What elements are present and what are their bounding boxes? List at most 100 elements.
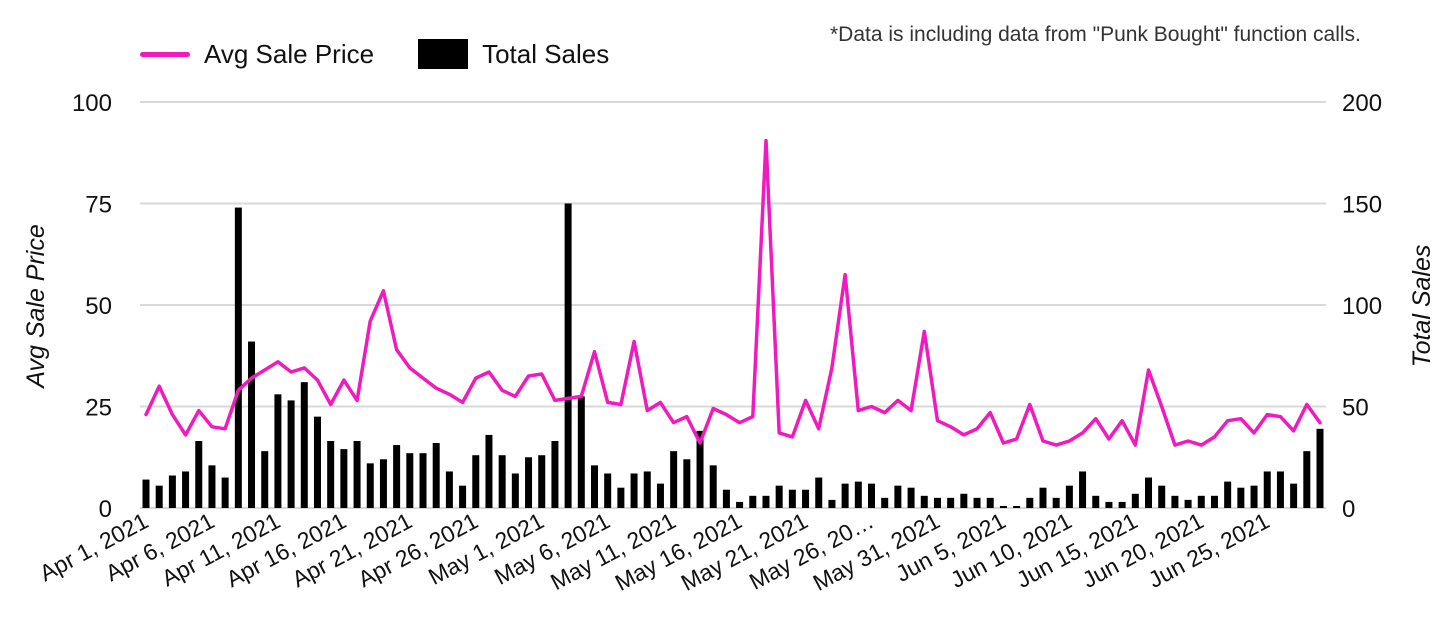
sales-bar[interactable] [1131, 493, 1139, 508]
sales-bar[interactable] [722, 489, 730, 508]
sales-bar[interactable] [1303, 451, 1311, 508]
sales-bar[interactable] [854, 481, 862, 508]
price-series-line[interactable] [144, 138, 1322, 447]
sales-bar[interactable] [815, 477, 823, 508]
sales-bar[interactable] [973, 497, 981, 508]
sales-bar[interactable] [1276, 471, 1284, 508]
sales-bar[interactable] [1013, 505, 1021, 508]
sales-bar[interactable] [1026, 497, 1034, 508]
sales-bar[interactable] [1263, 471, 1271, 508]
sales-bar[interactable] [274, 394, 282, 508]
sales-bar[interactable] [749, 495, 757, 508]
sales-bar[interactable] [525, 457, 533, 508]
sales-bar[interactable] [300, 382, 308, 508]
sales-bar[interactable] [498, 455, 506, 508]
sales-bar[interactable] [736, 501, 744, 508]
sales-bar[interactable] [393, 445, 401, 508]
y-axis-left-label: Avg Sale Price [22, 224, 50, 390]
sales-bar[interactable] [485, 434, 493, 508]
legend-swatch-sales [418, 39, 469, 69]
sales-bar[interactable] [234, 207, 242, 508]
sales-bar[interactable] [261, 451, 269, 508]
sales-bar[interactable] [1079, 471, 1087, 508]
sales-bar[interactable] [709, 465, 717, 508]
sales-bar[interactable] [313, 416, 321, 508]
sales-bar[interactable] [1052, 497, 1060, 508]
sales-bar[interactable] [933, 497, 941, 508]
sales-bar[interactable] [881, 497, 889, 508]
sales-bar[interactable] [1316, 428, 1324, 508]
sales-bar[interactable] [248, 341, 256, 508]
sales-bar[interactable] [142, 479, 150, 508]
sales-bar[interactable] [1237, 487, 1245, 508]
sales-bar[interactable] [630, 473, 638, 508]
sales-bar[interactable] [1224, 481, 1232, 508]
sales-bar[interactable] [406, 453, 414, 508]
sales-bar[interactable] [353, 441, 361, 508]
sales-bar[interactable] [775, 485, 783, 508]
sales-bar[interactable] [841, 483, 849, 508]
sales-bar[interactable] [1290, 483, 1298, 508]
sales-bar[interactable] [1105, 501, 1113, 508]
sales-bar[interactable] [577, 396, 585, 508]
sales-bar[interactable] [379, 459, 387, 508]
sales-bar[interactable] [168, 475, 176, 508]
legend-item-price[interactable]: Avg Sale Price [140, 39, 374, 70]
sales-bar[interactable] [208, 465, 216, 508]
sales-bar[interactable] [287, 400, 295, 508]
sales-bar[interactable] [564, 203, 572, 509]
sales-bar[interactable] [696, 430, 704, 508]
sales-bar[interactable] [1065, 485, 1073, 508]
sales-bar[interactable] [1039, 487, 1047, 508]
sales-bar[interactable] [617, 487, 625, 508]
sales-bar[interactable] [155, 485, 163, 508]
sales-bar[interactable] [472, 455, 480, 508]
legend-item-sales[interactable]: Total Sales [418, 39, 609, 70]
sales-bar[interactable] [683, 459, 691, 508]
sales-bar[interactable] [670, 451, 678, 508]
sales-bar[interactable] [366, 463, 374, 508]
sales-bar[interactable] [947, 497, 955, 508]
sales-bar[interactable] [960, 493, 968, 508]
sales-bar[interactable] [551, 441, 559, 508]
sales-bar[interactable] [894, 485, 902, 508]
sales-bar[interactable] [1118, 501, 1126, 508]
sales-bar[interactable] [1158, 485, 1166, 508]
sales-bar[interactable] [1145, 477, 1153, 508]
sales-bar[interactable] [802, 489, 810, 508]
sales-bar[interactable] [195, 441, 203, 508]
sales-bar[interactable] [459, 485, 467, 508]
sales-bar[interactable] [868, 483, 876, 508]
sales-bar[interactable] [1171, 495, 1179, 508]
sales-bar[interactable] [1210, 495, 1218, 508]
sales-bar[interactable] [419, 453, 427, 508]
sales-bar[interactable] [656, 483, 664, 508]
sales-bar[interactable] [604, 473, 612, 508]
sales-bar[interactable] [643, 471, 651, 508]
sales-bar[interactable] [538, 455, 546, 508]
y-left-tick-label: 50 [85, 293, 112, 320]
sales-bar[interactable] [432, 443, 440, 508]
sales-bar[interactable] [986, 497, 994, 508]
sales-bar[interactable] [340, 449, 348, 508]
sales-bar[interactable] [182, 471, 190, 508]
sales-bar[interactable] [1250, 485, 1258, 508]
sales-bar[interactable] [999, 505, 1007, 508]
sales-bar[interactable] [590, 465, 598, 508]
sales-bar[interactable] [1197, 495, 1205, 508]
sales-bar[interactable] [327, 441, 335, 508]
sales-bar[interactable] [511, 473, 519, 508]
sales-bar[interactable] [1184, 499, 1192, 508]
sales-bar[interactable] [1092, 495, 1100, 508]
sales-bar[interactable] [221, 477, 229, 508]
sales-bar[interactable] [762, 495, 770, 508]
chart-legend: Avg Sale Price Total Sales [140, 34, 653, 74]
y-left-tick-label: 75 [85, 192, 112, 219]
sales-bar[interactable] [907, 487, 915, 508]
legend-swatch-price [140, 51, 190, 57]
sales-bar[interactable] [788, 489, 796, 508]
sales-bar[interactable] [920, 495, 928, 508]
sales-bar[interactable] [828, 499, 836, 508]
sales-bar[interactable] [445, 471, 453, 508]
